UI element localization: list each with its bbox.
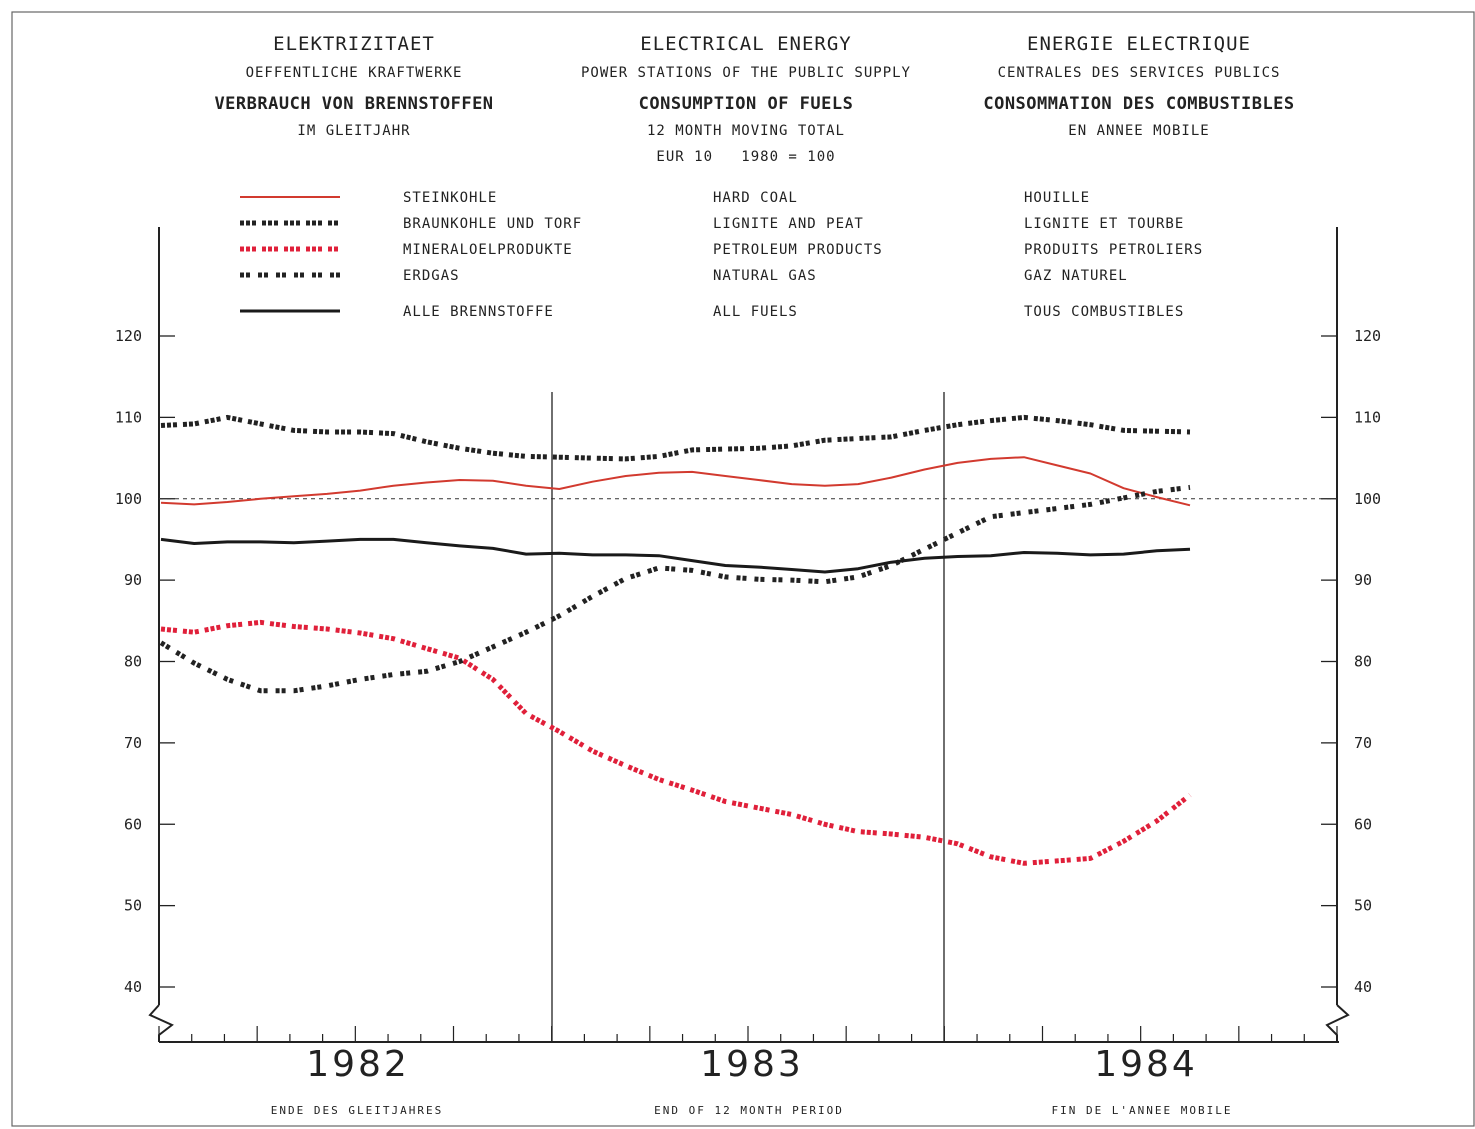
legend-label: ALL FUELS [713,304,798,320]
ytick-label-left: 60 [124,815,142,833]
ytick-label-left: 120 [115,327,142,345]
ytick-label-left: 70 [124,734,142,752]
ytick-label-left: 40 [124,978,142,996]
footer-en: END OF 12 MONTH PERIOD [654,1104,844,1117]
legend-label: BRAUNKOHLE UND TORF [403,216,582,232]
series-line-all-fuels [160,537,1191,574]
note2-en: EUR 10 1980 = 100 [656,149,835,165]
ytick-label-right: 50 [1354,897,1372,915]
legend-label: NATURAL GAS [713,268,817,284]
legend-label: PRODUITS PETROLIERS [1024,242,1203,258]
ytick-label-right: 90 [1354,571,1372,589]
year-label-1982: 1982 [306,1044,410,1085]
title-fr: ENERGIE ELECTRIQUE [1027,33,1251,55]
subtitle-en: POWER STATIONS OF THE PUBLIC SUPPLY [581,65,911,81]
heading-fr: CONSOMMATION DES COMBUSTIBLES [983,94,1294,114]
page-frame [11,11,1475,1127]
legend-label: HOUILLE [1024,190,1090,206]
ytick-label-left: 50 [124,897,142,915]
legend: STEINKOHLE HARD COAL HOUILLE BRAUNKOHLE UND… [240,190,1203,320]
heading-en: CONSUMPTION OF FUELS [639,94,854,114]
ytick-label-right: 110 [1354,408,1381,426]
year-label-1984: 1984 [1094,1044,1198,1085]
ytick-label-right: 120 [1354,327,1381,345]
title-de: ELEKTRIZITAET [273,33,435,55]
note-de: IM GLEITJAHR [297,123,410,139]
left-axis-break [148,1004,174,1042]
legend-label: PETROLEUM PRODUCTS [713,242,883,258]
ytick-label-right: 60 [1354,815,1372,833]
series-lines [159,414,1192,866]
title-block-fr: ENERGIE ELECTRIQUE CENTRALES DES SERVICE… [983,33,1294,139]
ytick-label-left: 80 [124,653,142,671]
legend-label: TOUS COMBUSTIBLES [1024,304,1184,320]
legend-label: LIGNITE AND PEAT [713,216,864,232]
subtitle-de: OEFFENTLICHE KRAFTWERKE [246,65,463,81]
ytick-label-right: 40 [1354,978,1372,996]
ytick-label-right: 100 [1354,490,1381,508]
legend-label: GAZ NATUREL [1024,268,1128,284]
legend-label: ERDGAS [403,268,460,284]
note-fr: EN ANNEE MOBILE [1068,123,1209,139]
legend-label: MINERALOELPRODUKTE [403,242,573,258]
title-block-de: ELEKTRIZITAET OEFFENTLICHE KRAFTWERKE VE… [214,33,493,139]
series-line-natural-gas [159,484,1191,694]
note-en: 12 MONTH MOVING TOTAL [647,123,845,139]
series-line-hard-coal [160,456,1191,507]
title-en: ELECTRICAL ENERGY [640,33,851,55]
ytick-label-right: 70 [1354,734,1372,752]
series-line-petroleum-products [160,619,1192,866]
heading-de: VERBRAUCH VON BRENNSTOFFEN [214,94,493,114]
footer-fr: FIN DE L'ANNEE MOBILE [1051,1104,1232,1117]
legend-label: ALLE BRENNSTOFFE [403,304,554,320]
legend-label: HARD COAL [713,190,798,206]
axis-ticks: 40 40 50 50 60 60 70 70 80 80 90 90 100 100 110 110 120 1… [115,327,1381,1042]
subtitle-fr: CENTRALES DES SERVICES PUBLICS [998,65,1281,81]
legend-label: LIGNITE ET TOURBE [1024,216,1184,232]
ytick-label-left: 110 [115,408,142,426]
year-label-1983: 1983 [700,1044,804,1085]
ytick-label-right: 80 [1354,653,1372,671]
title-block-en: ELECTRICAL ENERGY POWER STATIONS OF THE … [581,33,911,165]
series-line-lignite-and-peat [160,414,1191,462]
ytick-label-left: 100 [115,490,142,508]
footer-de: ENDE DES GLEITJAHRES [271,1104,443,1117]
legend-label: STEINKOHLE [403,190,497,206]
ytick-label-left: 90 [124,571,142,589]
